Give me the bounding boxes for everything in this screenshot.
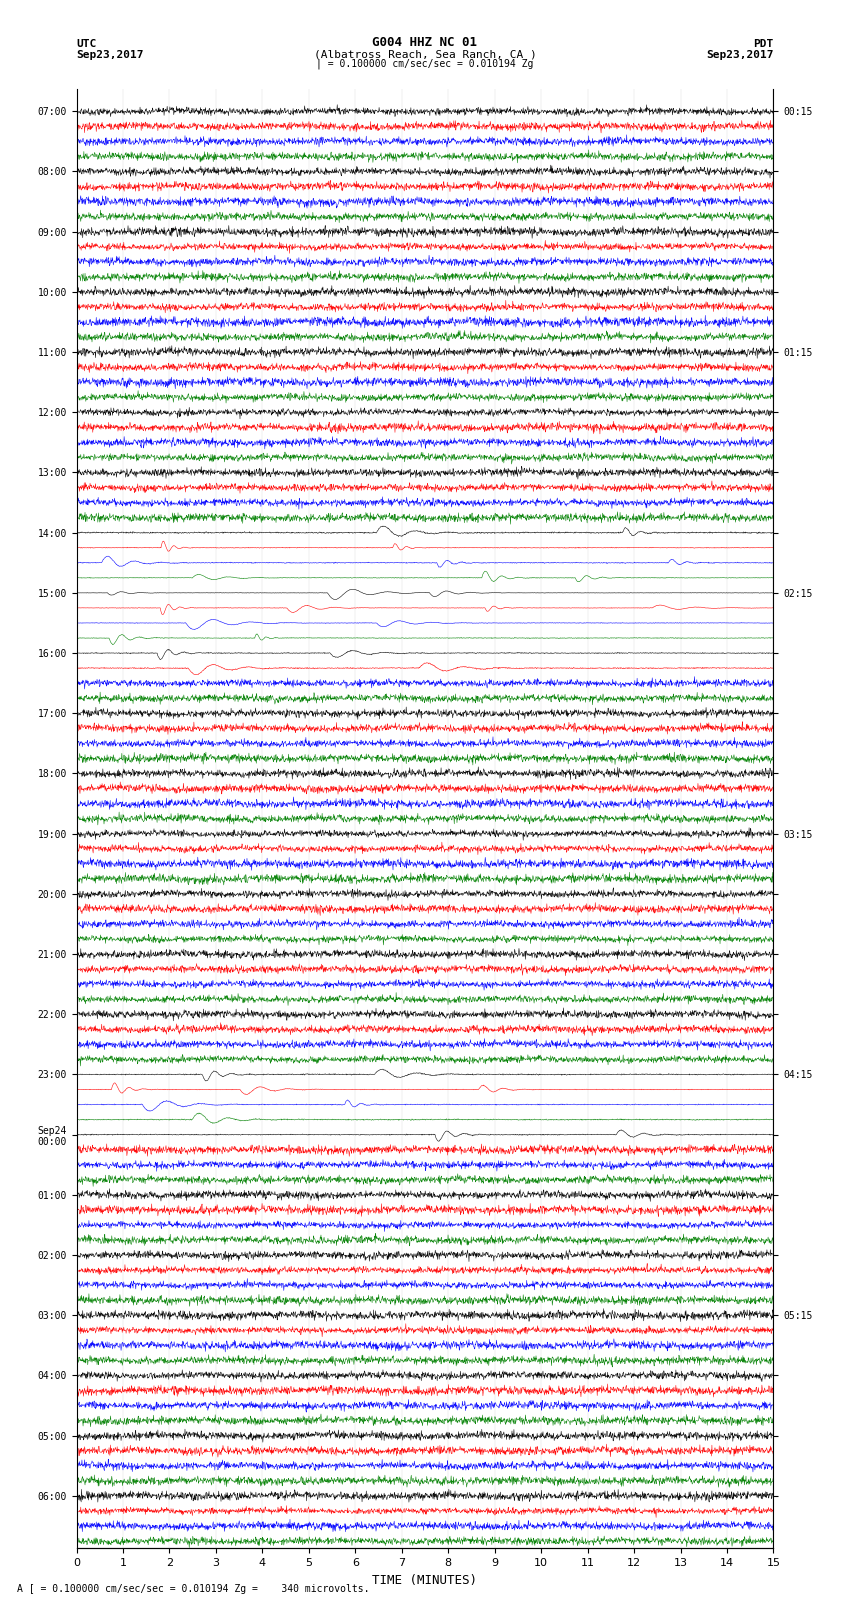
Text: PDT: PDT [753,39,774,50]
Text: G004 HHZ NC 01: G004 HHZ NC 01 [372,35,478,50]
Text: (Albatross Reach, Sea Ranch, CA ): (Albatross Reach, Sea Ranch, CA ) [314,50,536,60]
Text: UTC: UTC [76,39,97,50]
Text: Sep23,2017: Sep23,2017 [76,50,144,60]
Text: A [ = 0.100000 cm/sec/sec = 0.010194 Zg =    340 microvolts.: A [ = 0.100000 cm/sec/sec = 0.010194 Zg … [17,1584,370,1594]
Text: | = 0.100000 cm/sec/sec = 0.010194 Zg: | = 0.100000 cm/sec/sec = 0.010194 Zg [316,58,534,69]
Text: Sep23,2017: Sep23,2017 [706,50,774,60]
X-axis label: TIME (MINUTES): TIME (MINUTES) [372,1574,478,1587]
